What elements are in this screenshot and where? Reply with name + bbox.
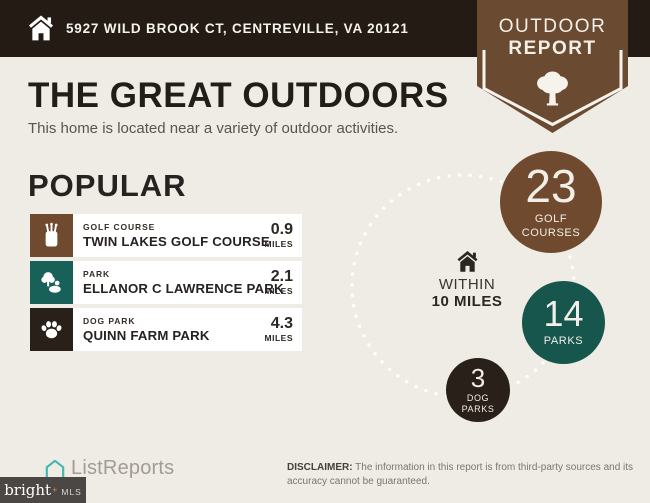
dog-park-item-text: DOG PARK QUINN FARM PARK bbox=[73, 308, 243, 351]
dog-park-item-icon-tile bbox=[30, 308, 73, 351]
golf-courses-count: 23 bbox=[525, 160, 577, 213]
park-icon bbox=[41, 272, 61, 293]
park-item-distance: 2.1 MILES bbox=[243, 261, 302, 304]
distance-value: 2.1 bbox=[270, 268, 293, 285]
park-item-text: PARK ELLANOR C LAWRENCE PARK bbox=[73, 261, 284, 304]
ribbon-shield-shape bbox=[477, 0, 628, 133]
item-category: PARK bbox=[83, 269, 111, 279]
dog-parks-count: 3 bbox=[470, 362, 486, 393]
item-name: ELLANOR C LAWRENCE PARK bbox=[83, 281, 284, 296]
listreports-logo: ListReports bbox=[44, 457, 174, 480]
distance-value: 4.3 bbox=[270, 315, 293, 332]
parks-bubble: 14 PARKS bbox=[522, 281, 605, 364]
park-item-icon-tile bbox=[30, 261, 73, 304]
home-icon bbox=[29, 15, 53, 41]
golf-item-distance: 0.9 MILES bbox=[243, 214, 302, 257]
distance-unit: MILES bbox=[264, 333, 293, 343]
list-item-golf-course: GOLF COURSE TWIN LAKES GOLF COURSE 0.9 M… bbox=[30, 214, 302, 257]
radius-visualization: WITHIN 10 MILES 23 GOLF COURSES 14 PARKS… bbox=[350, 140, 650, 440]
golf-bag-icon bbox=[45, 222, 58, 247]
parks-count: 14 bbox=[543, 293, 584, 335]
badge-title-line2: REPORT bbox=[508, 38, 597, 59]
property-address: 5927 WILD BROOK CT, CENTREVILLE, VA 2012… bbox=[66, 21, 409, 36]
golf-item-text: GOLF COURSE TWIN LAKES GOLF COURSE bbox=[73, 214, 270, 257]
golf-courses-label: GOLF COURSES bbox=[521, 213, 581, 239]
bright-mls-suffix: MLS bbox=[61, 487, 82, 497]
dog-park-item-distance: 4.3 MILES bbox=[243, 308, 302, 351]
distance-value: 0.9 bbox=[270, 221, 293, 238]
within-distance: 10 MILES bbox=[431, 293, 503, 310]
parks-label: PARKS bbox=[543, 335, 584, 348]
bright-mls-plus-mark: + bbox=[52, 484, 58, 495]
popular-heading: POPULAR bbox=[28, 168, 187, 203]
item-name: QUINN FARM PARK bbox=[83, 328, 210, 343]
badge-title-line1: OUTDOOR bbox=[498, 16, 607, 37]
distance-unit: MILES bbox=[264, 239, 293, 249]
disclaimer-text: The information in this report is from t… bbox=[287, 462, 634, 487]
page-subtitle: This home is located near a variety of o… bbox=[28, 120, 399, 137]
disclaimer: DISCLAIMER: The information in this repo… bbox=[287, 461, 635, 489]
item-category: DOG PARK bbox=[83, 316, 136, 326]
list-item-dog-park: DOG PARK QUINN FARM PARK 4.3 MILES bbox=[30, 308, 302, 351]
list-item-park: PARK ELLANOR C LAWRENCE PARK 2.1 MILES bbox=[30, 261, 302, 304]
item-category: GOLF COURSE bbox=[83, 222, 156, 232]
popular-list: GOLF COURSE TWIN LAKES GOLF COURSE 0.9 M… bbox=[30, 214, 302, 355]
within-label: WITHIN bbox=[438, 276, 496, 293]
dog-parks-bubble: 3 DOG PARKS bbox=[446, 358, 510, 422]
paw-icon bbox=[41, 321, 62, 339]
outdoor-report-badge: OUTDOOR REPORT bbox=[477, 0, 628, 138]
home-icon bbox=[457, 251, 477, 272]
radius-center-home: WITHIN 10 MILES bbox=[415, 250, 519, 310]
page-title: THE GREAT OUTDOORS bbox=[28, 76, 449, 115]
bright-mls-logo: bright + MLS bbox=[0, 477, 86, 503]
house-outline-icon bbox=[45, 459, 65, 479]
item-name: TWIN LAKES GOLF COURSE bbox=[83, 234, 270, 249]
tree-icon bbox=[537, 71, 568, 106]
bright-mls-name: bright bbox=[4, 480, 52, 499]
golf-item-icon-tile bbox=[30, 214, 73, 257]
disclaimer-label: DISCLAIMER: bbox=[287, 462, 353, 473]
distance-unit: MILES bbox=[264, 286, 293, 296]
listreports-logo-text: ListReports bbox=[71, 457, 175, 479]
dog-parks-label: DOG PARKS bbox=[461, 392, 495, 414]
golf-courses-bubble: 23 GOLF COURSES bbox=[500, 151, 602, 253]
